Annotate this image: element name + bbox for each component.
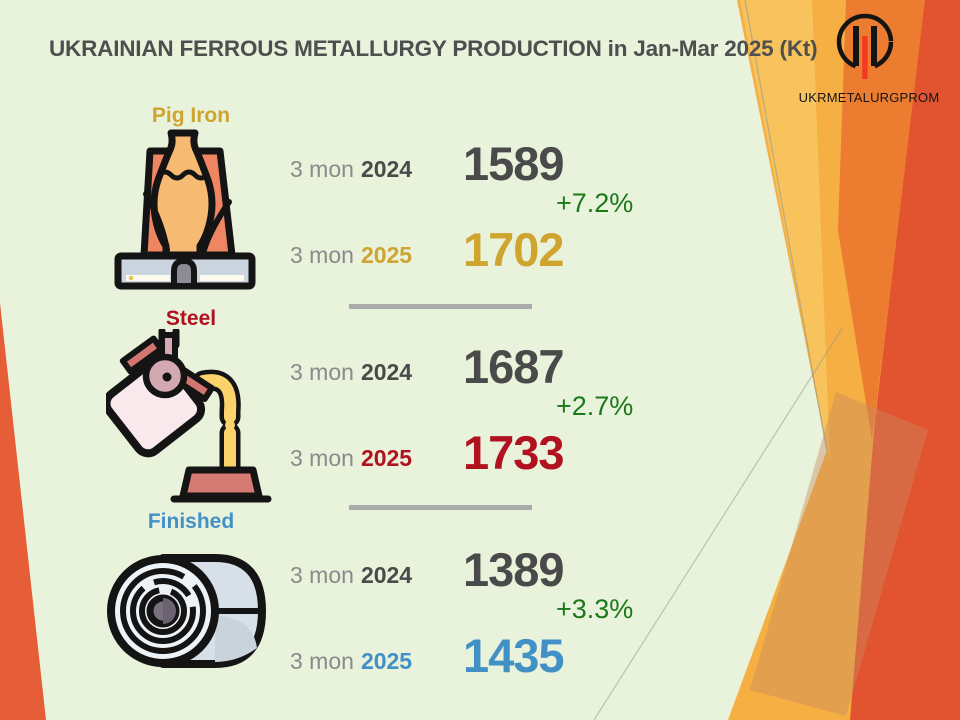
period-label: 3 mon — [290, 242, 354, 268]
period-row: 3 mon 2025 — [290, 648, 412, 675]
section-pig-iron: Pig Iron 3 mon 2024 1589 — [0, 104, 960, 314]
period-label: 3 mon — [290, 562, 354, 588]
divider-line — [349, 505, 532, 510]
production-value: 1589 — [463, 137, 565, 190]
production-value: 1435 — [463, 629, 565, 682]
logo-text: UKRMETALURGPROM — [798, 90, 940, 105]
change-percent: +3.3% — [556, 594, 634, 624]
period-row: 3 mon 2024 — [290, 359, 412, 386]
production-value: 1389 — [463, 543, 565, 596]
ukrmetalurgprom-logo-icon — [836, 13, 894, 79]
period-row: 3 mon 2024 — [290, 562, 412, 589]
product-label: Steel — [165, 307, 217, 330]
steel-coil-icon — [107, 554, 266, 668]
change-percent: +7.2% — [556, 188, 634, 218]
blast-furnace-icon — [114, 129, 256, 290]
product-label: Pig Iron — [151, 104, 231, 127]
year-label: 2024 — [360, 359, 413, 385]
period-label: 3 mon — [290, 359, 354, 385]
product-label: Finished — [147, 510, 235, 533]
production-value: 1687 — [463, 340, 565, 393]
year-label: 2025 — [360, 242, 413, 268]
period-label: 3 mon — [290, 648, 354, 674]
period-row: 3 mon 2024 — [290, 156, 412, 183]
period-label: 3 mon — [290, 156, 354, 182]
period-label: 3 mon — [290, 445, 354, 471]
page-title: UKRAINIAN FERROUS METALLURGY PRODUCTION … — [49, 36, 818, 61]
production-value: 1702 — [463, 223, 565, 276]
period-row: 3 mon 2025 — [290, 242, 412, 269]
section-finished: Finished 3 mon 2024 1389 +3.3% — [0, 510, 960, 720]
period-row: 3 mon 2025 — [290, 445, 412, 472]
year-label: 2025 — [360, 445, 413, 471]
change-percent: +2.7% — [556, 391, 634, 421]
production-value: 1733 — [463, 426, 565, 479]
section-steel: Steel — [0, 307, 960, 517]
divider-line — [349, 304, 532, 309]
year-label: 2024 — [360, 156, 413, 182]
year-label: 2024 — [360, 562, 413, 588]
year-label: 2025 — [360, 648, 413, 674]
steel-ladle-icon — [106, 329, 272, 503]
